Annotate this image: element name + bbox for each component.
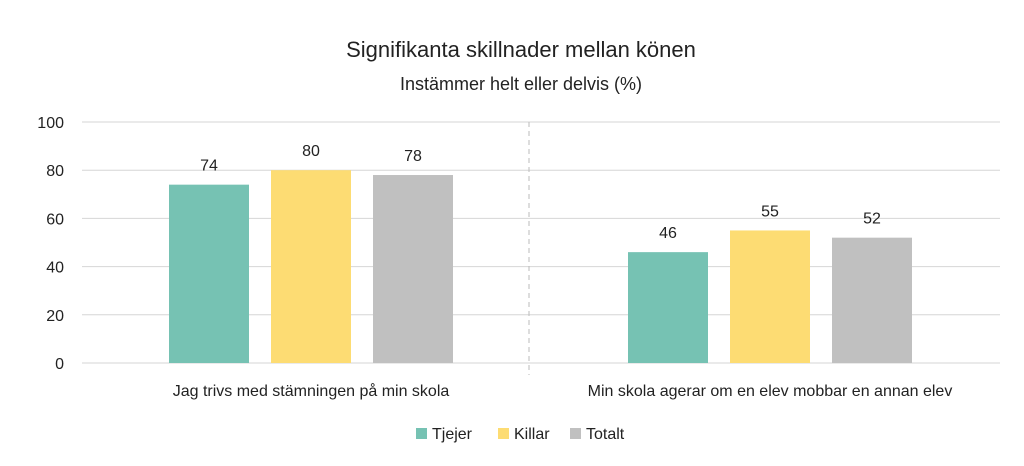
legend-label: Killar xyxy=(514,426,550,443)
data-label: 52 xyxy=(863,211,881,228)
category-label: Min skola agerar om en elev mobbar en an… xyxy=(588,383,953,400)
y-tick-label: 0 xyxy=(55,356,64,373)
y-tick-label: 100 xyxy=(37,115,64,132)
y-tick-label: 80 xyxy=(46,163,64,180)
y-tick-label: 40 xyxy=(46,260,64,277)
data-label: 74 xyxy=(200,158,218,175)
bar-killar-1 xyxy=(271,170,351,363)
legend-swatch-killar xyxy=(498,428,509,439)
bar-totalt-1 xyxy=(373,175,453,363)
legend: Tjejer Killar Totalt xyxy=(416,426,625,443)
chart-title: Signifikanta skillnader mellan könen xyxy=(346,37,696,62)
legend-label: Tjejer xyxy=(432,426,473,443)
bar-killar-2 xyxy=(730,230,810,363)
category-labels: Jag trivs med stämningen på min skola Min… xyxy=(173,382,953,400)
data-label: 78 xyxy=(404,148,422,165)
legend-swatch-totalt xyxy=(570,428,581,439)
data-label: 55 xyxy=(761,203,779,220)
bar-totalt-2 xyxy=(832,237,912,363)
legend-label: Totalt xyxy=(586,426,625,443)
y-tick-label: 60 xyxy=(46,211,64,228)
data-label: 80 xyxy=(302,143,320,160)
chart-subtitle: Instämmer helt eller delvis (%) xyxy=(400,74,642,94)
y-tick-label: 20 xyxy=(46,308,64,325)
y-axis-ticks: 0 20 40 60 80 100 xyxy=(37,115,64,373)
data-labels: 74 80 78 46 55 52 xyxy=(200,143,881,242)
category-label: Jag trivs med stämningen på min skola xyxy=(173,382,450,400)
data-label: 46 xyxy=(659,225,677,242)
bars xyxy=(169,170,912,363)
legend-swatch-tjejer xyxy=(416,428,427,439)
bar-tjejer-1 xyxy=(169,184,249,363)
bar-tjejer-2 xyxy=(628,252,708,363)
